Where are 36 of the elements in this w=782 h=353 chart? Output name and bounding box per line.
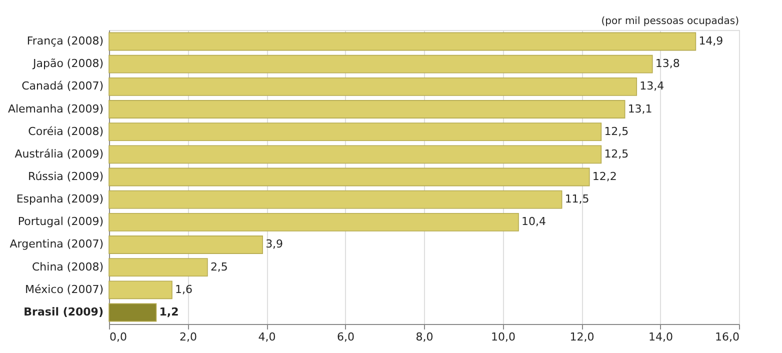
y-tick-label: México (2007) [25, 282, 104, 296]
x-tick-label: 4,0 [258, 330, 276, 344]
y-tick-label: Portugal (2009) [18, 215, 104, 228]
x-tick-label: 12,0 [570, 330, 594, 344]
text: (por mil pessoas ocupadas) [601, 16, 740, 27]
y-tick-label: Coréia (2008) [28, 124, 104, 138]
y-tick-label: China (2008) [32, 260, 104, 274]
data-label: 13,1 [628, 102, 652, 116]
y-tick-label: França (2008) [26, 34, 104, 48]
data-label: 10,4 [522, 215, 546, 228]
data-label: 14,9 [698, 34, 724, 48]
data-label: 1,2 [159, 305, 179, 318]
data-label: 12,5 [604, 147, 629, 160]
data-label: 11,5 [564, 192, 590, 206]
x-tick-label: 16,0 [715, 330, 740, 344]
data-label: 12,5 [604, 124, 629, 138]
x-tick-label: 6,0 [337, 330, 354, 344]
x-tick-label: 14,0 [648, 330, 673, 344]
x-tick-label: 10,0 [491, 330, 516, 344]
x-tick-label: 2,0 [180, 330, 197, 344]
y-tick-label: Austrália (2009) [14, 147, 104, 160]
y-tick-label: Alemanha (2009) [8, 102, 104, 116]
y-tick-label: Espanha (2009) [16, 192, 104, 206]
y-tick-label: Canadá (2007) [22, 80, 104, 93]
y-tick-label: Rússia (2009) [28, 170, 104, 183]
data-label: 12,2 [592, 170, 617, 183]
data-label: 13,8 [655, 57, 680, 70]
y-tick-label: Brasil (2009) [24, 305, 104, 318]
data-label: 3,9 [266, 238, 284, 251]
data-label: 2,5 [210, 260, 228, 274]
y-tick-label: Japão (2008) [32, 57, 104, 70]
x-tick-label: 0,0 [110, 330, 127, 344]
x-tick-label: 8,0 [416, 330, 434, 344]
data-label: 1,6 [175, 282, 192, 296]
y-tick-label: Argentina (2007) [10, 238, 104, 251]
data-label: 13,4 [640, 80, 664, 93]
